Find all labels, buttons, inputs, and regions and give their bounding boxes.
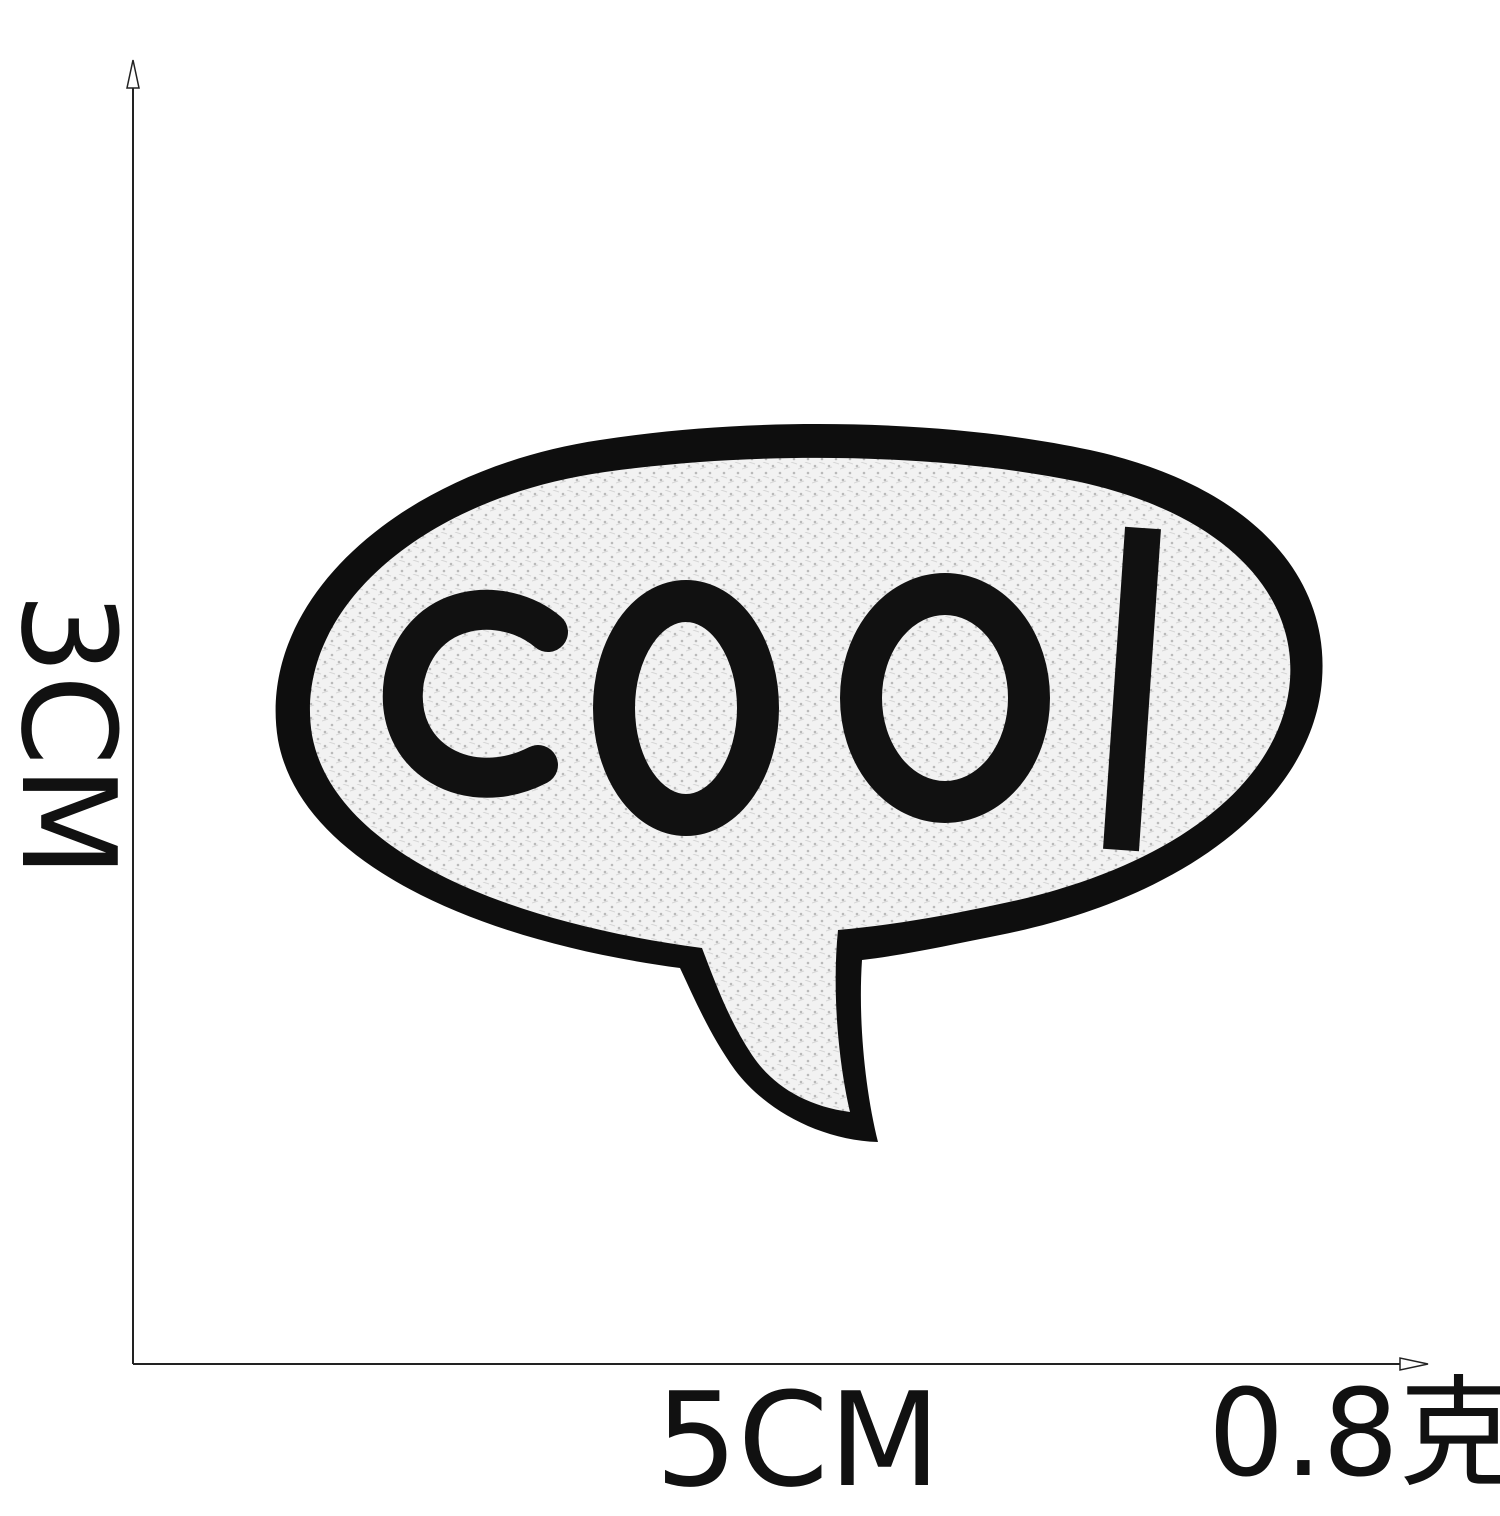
speech-bubble-patch xyxy=(275,423,1323,1142)
patch-lettering xyxy=(382,526,1161,852)
letter-l xyxy=(1103,526,1161,852)
weight-measurement-label: 0.8克 xyxy=(1208,1365,1500,1504)
letter-o-first xyxy=(593,580,779,836)
vertical-axis-arrowhead xyxy=(126,59,140,89)
letter-c xyxy=(382,589,568,798)
horizontal-axis-arrowhead xyxy=(1399,1357,1429,1371)
width-measurement-label: 5CM xyxy=(655,1364,941,1516)
measurement-axes xyxy=(126,59,1429,1371)
height-measurement-label: 3CM xyxy=(0,592,144,878)
letter-o-second xyxy=(840,573,1050,823)
